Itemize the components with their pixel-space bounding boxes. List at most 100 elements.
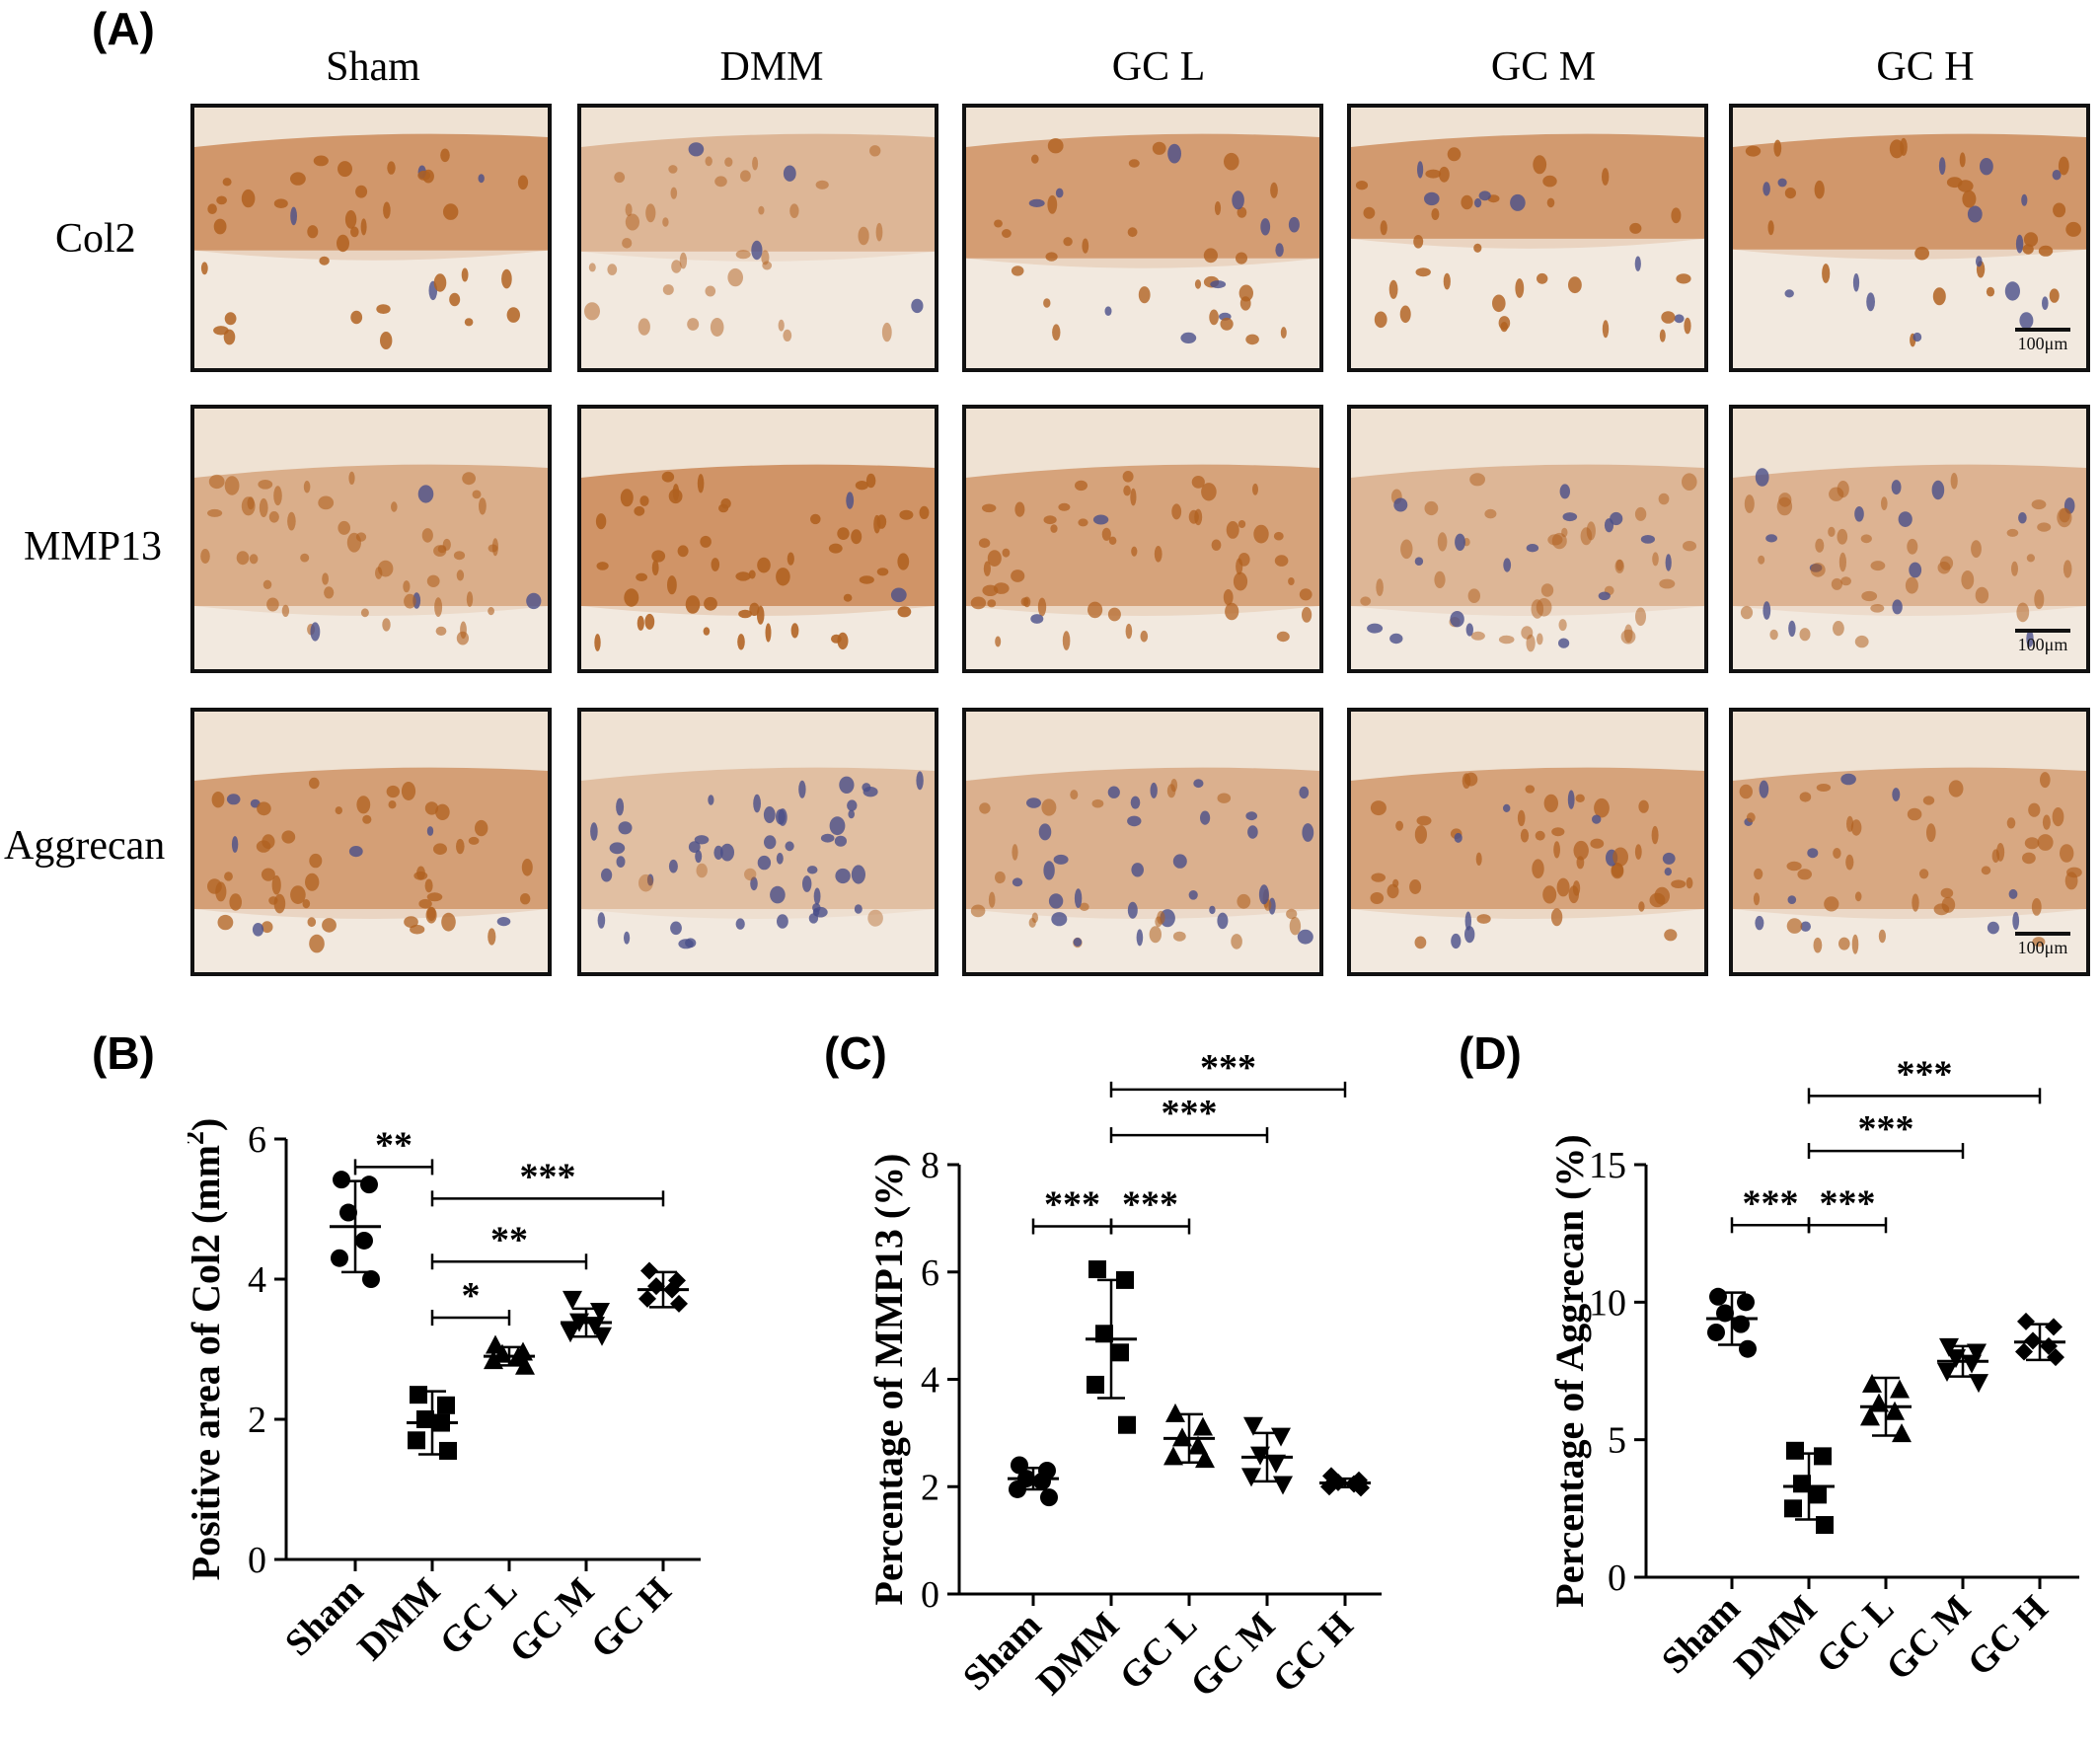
scale-bar-line — [2015, 629, 2070, 633]
row-label-aggrecan: Aggrecan — [4, 823, 166, 869]
tissue-image — [1733, 712, 2086, 972]
scale-bar-line — [2015, 932, 2070, 936]
data-point — [1737, 1293, 1755, 1312]
data-point — [1809, 1485, 1827, 1504]
micrograph-mmp13-gc-l — [962, 405, 1323, 673]
data-point — [1969, 1374, 1988, 1394]
significance-label: *** — [1200, 1047, 1256, 1089]
y-tick-label: 6 — [921, 1253, 939, 1294]
micrograph-mmp13-gc-m — [1347, 405, 1708, 673]
data-point — [1118, 1415, 1136, 1434]
x-tick-label: GC H — [583, 1570, 680, 1667]
significance-label: *** — [1743, 1182, 1799, 1224]
panel-label-d: (D) — [1459, 1027, 1522, 1079]
x-tick-label: DMM — [350, 1570, 449, 1669]
data-point — [1040, 1488, 1058, 1507]
micrograph-mmp13-sham — [190, 405, 552, 673]
tissue-image — [966, 712, 1319, 972]
micrograph-mmp13-dmm — [577, 405, 938, 673]
data-point — [2015, 1342, 2033, 1361]
y-tick-label: 4 — [248, 1259, 266, 1301]
scale-bar-label: 100μm — [2017, 635, 2068, 654]
y-axis-label-main: Positive area of Col2 (mm — [188, 1145, 228, 1580]
data-point — [1243, 1416, 1263, 1436]
micrograph-aggrecan-sham — [190, 708, 552, 976]
significance-label: ** — [490, 1219, 528, 1260]
data-point — [1087, 1375, 1104, 1394]
tissue-image — [966, 409, 1319, 669]
data-point — [562, 1290, 582, 1310]
significance-label: ** — [375, 1124, 412, 1166]
data-point — [1793, 1475, 1811, 1493]
significance-label: *** — [1044, 1184, 1100, 1226]
data-point — [1784, 1499, 1802, 1518]
micrograph-mmp13-gc-h: 100μm — [1729, 405, 2090, 673]
y-tick-label: 10 — [1589, 1282, 1626, 1324]
micrograph-aggrecan-gc-l — [962, 708, 1323, 976]
data-point — [1962, 1354, 1982, 1374]
tissue-image — [194, 108, 548, 368]
data-point — [1273, 1476, 1293, 1495]
data-point — [1266, 1454, 1286, 1474]
tissue-image — [194, 409, 548, 669]
x-tick-label: Sham — [1654, 1588, 1748, 1682]
tissue-image — [194, 712, 548, 972]
tissue-image — [581, 108, 935, 368]
data-point — [640, 1261, 658, 1280]
panel-label-c: (C) — [824, 1027, 887, 1079]
row-label-mmp13: MMP13 — [24, 524, 163, 569]
tissue-image — [1733, 409, 2086, 669]
significance-label: * — [462, 1275, 481, 1317]
data-point — [360, 1176, 378, 1194]
data-point — [410, 1386, 427, 1404]
x-tick-label: Sham — [955, 1605, 1049, 1699]
tissue-image — [1351, 108, 1704, 368]
tissue-image — [581, 712, 935, 972]
x-tick-label: GC M — [1182, 1605, 1283, 1706]
data-point — [1009, 1480, 1026, 1498]
x-tick-label: GC H — [1265, 1605, 1362, 1702]
data-point — [333, 1171, 350, 1189]
data-point — [1088, 1260, 1106, 1279]
y-tick-label: 0 — [248, 1540, 266, 1581]
significance-label: *** — [1122, 1184, 1178, 1226]
significance-label: *** — [1897, 1053, 1953, 1095]
micrograph-aggrecan-gc-h: 100μm — [1729, 708, 2090, 976]
data-point — [1946, 1349, 1966, 1369]
scale-bar-label: 100μm — [2017, 938, 2068, 957]
data-point — [1709, 1287, 1727, 1306]
data-point — [561, 1324, 580, 1343]
micrograph-col2-gc-h: 100μm — [1729, 104, 2090, 372]
tissue-image — [1351, 712, 1704, 972]
column-title-dmm: DMM — [719, 44, 824, 90]
data-point — [362, 1270, 380, 1288]
data-point — [408, 1431, 425, 1450]
micrograph-aggrecan-gc-m — [1347, 708, 1708, 976]
data-point — [1193, 1416, 1213, 1436]
y-tick-label: 4 — [921, 1360, 939, 1402]
data-point — [1188, 1435, 1208, 1455]
tissue-image — [581, 409, 935, 669]
y-axis-label: Percentage of MMP13 (%) — [868, 1154, 911, 1606]
data-point — [1786, 1441, 1804, 1460]
significance-label: *** — [1858, 1108, 1914, 1150]
column-title-gc-h: GC H — [1876, 44, 1975, 90]
tissue-image — [1351, 409, 1704, 669]
y-axis-label: Percentage of Aggrecan (%) — [1547, 1134, 1592, 1607]
panel-label-b: (B) — [92, 1027, 155, 1079]
data-point — [1860, 1406, 1880, 1426]
column-title-sham: Sham — [326, 44, 420, 90]
y-tick-label: 2 — [248, 1400, 266, 1441]
data-point — [437, 1396, 455, 1414]
data-point — [1163, 1446, 1183, 1466]
y-tick-label: 2 — [921, 1467, 939, 1508]
x-tick-label: Sham — [277, 1570, 371, 1664]
y-tick-label: 6 — [248, 1119, 266, 1161]
x-tick-label: GC M — [1878, 1588, 1979, 1689]
tissue-image — [1733, 108, 2086, 368]
data-point — [1814, 1447, 1832, 1466]
scale-bar-label: 100μm — [2017, 334, 2068, 353]
scale-bar: 100μm — [2013, 629, 2072, 655]
